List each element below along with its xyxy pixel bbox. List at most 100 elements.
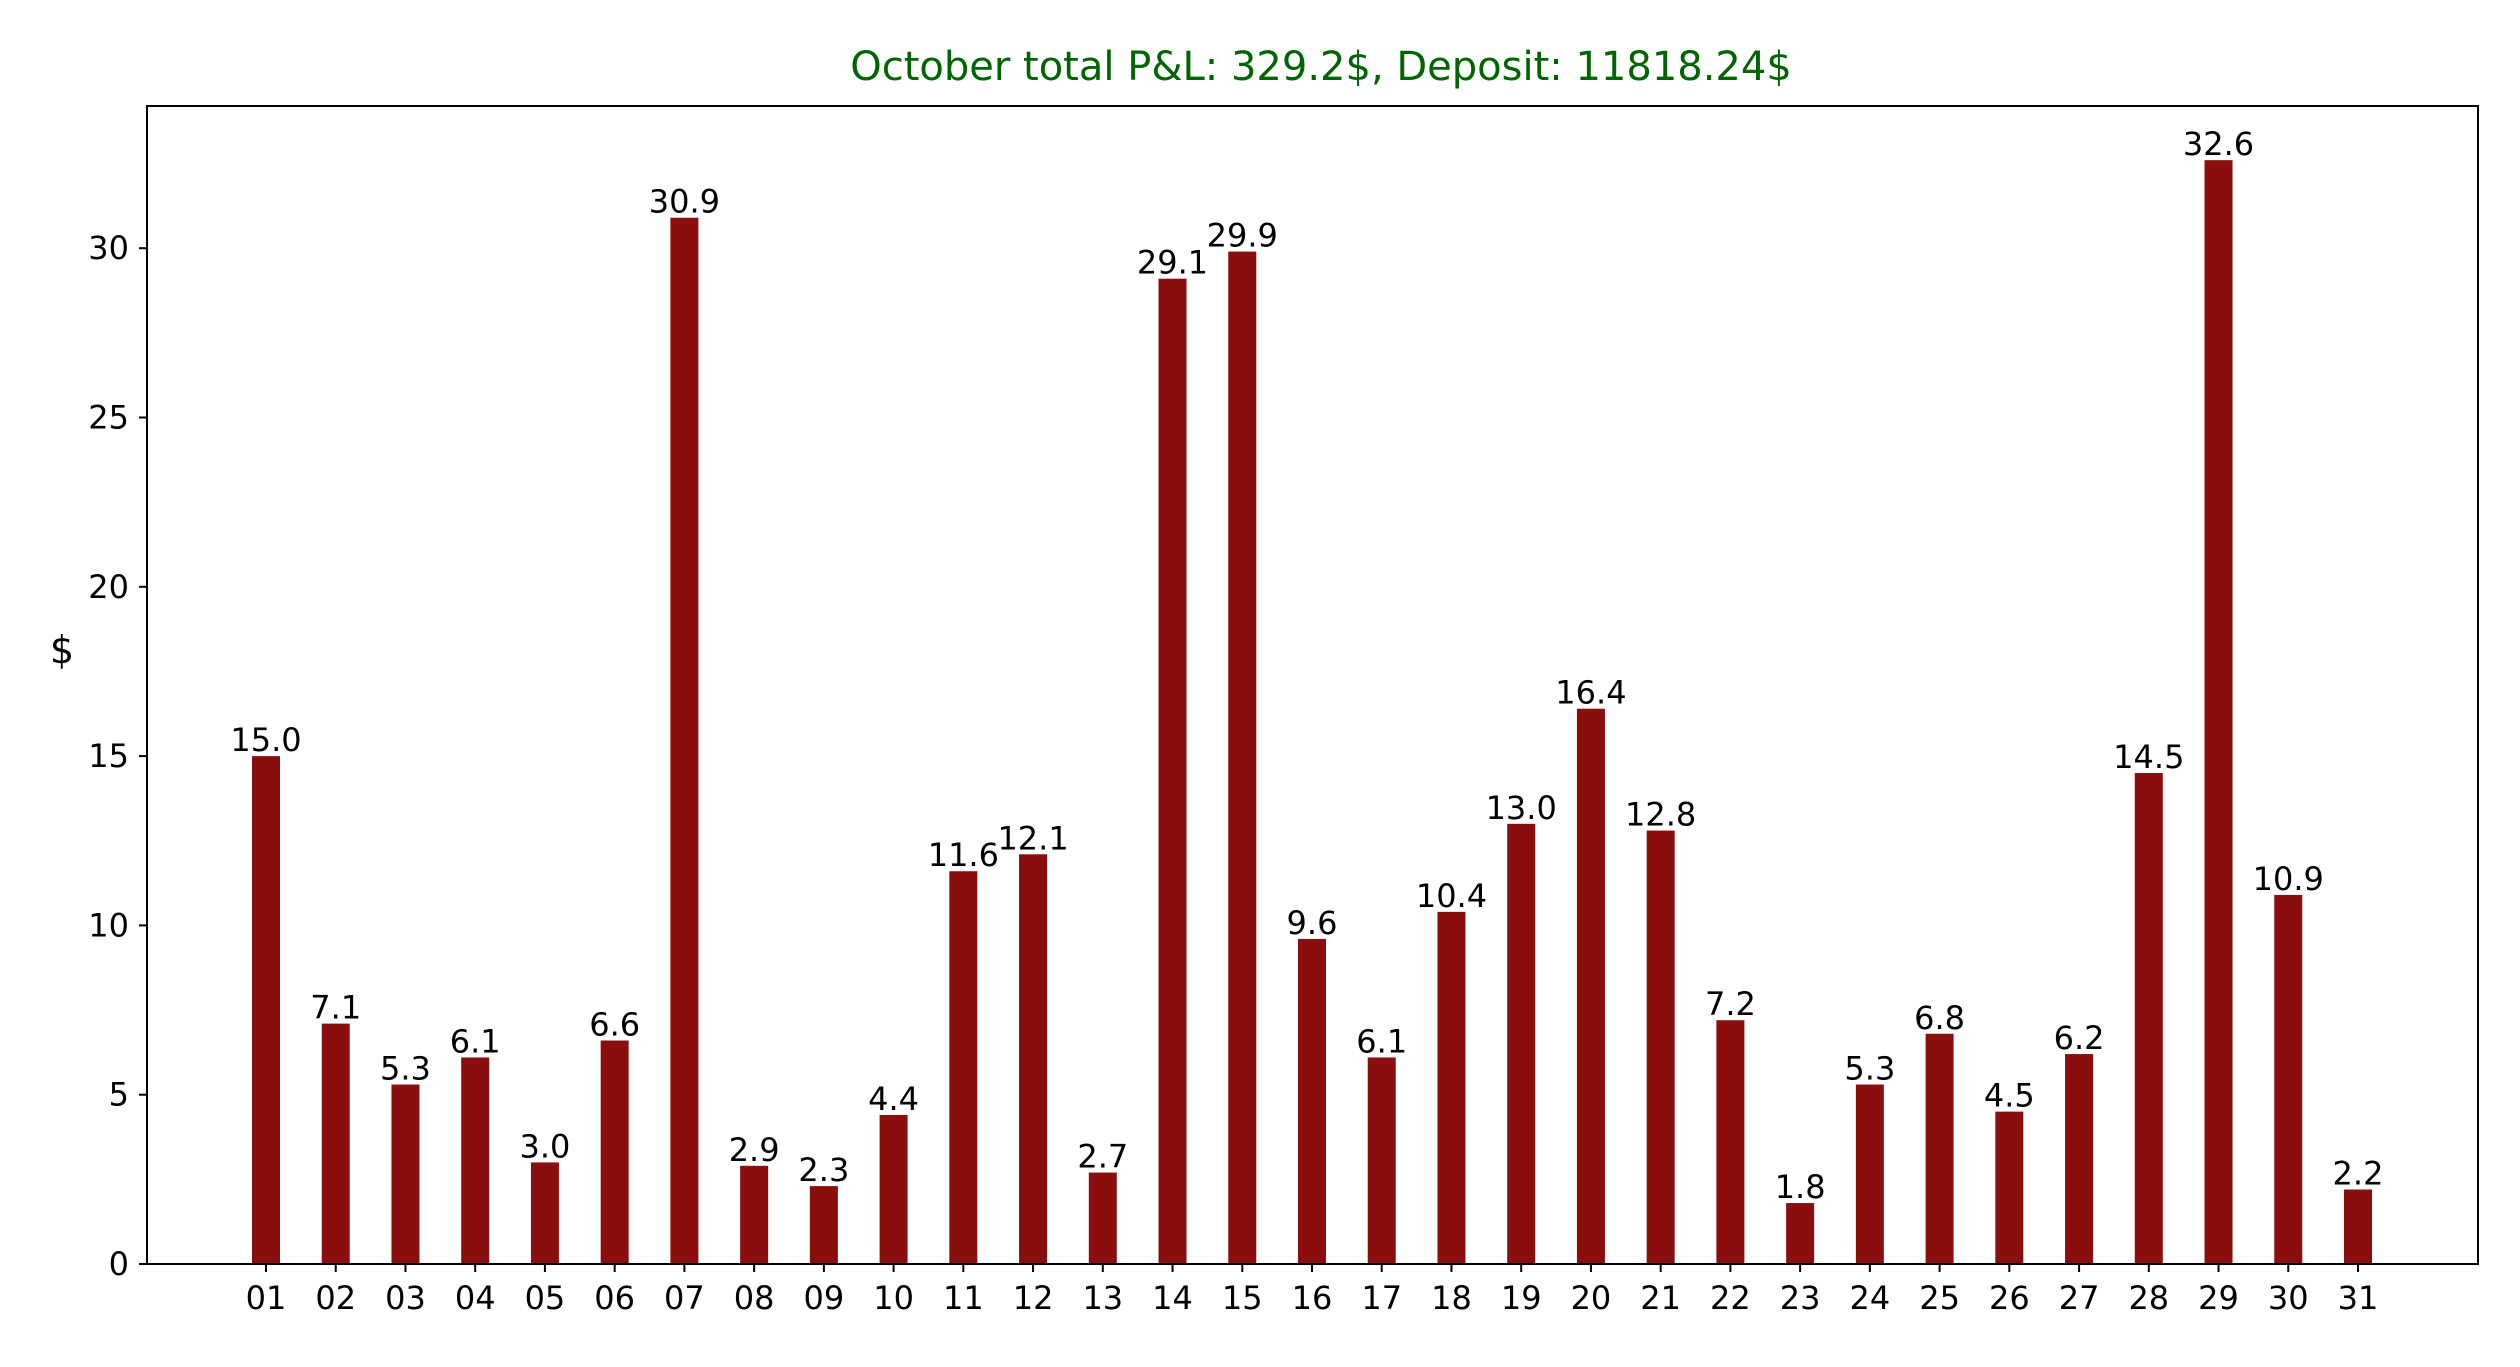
bar-value-label-21: 12.8: [1625, 796, 1696, 834]
x-tick-label-27: 27: [2059, 1279, 2100, 1317]
x-tick-label-16: 16: [1292, 1279, 1333, 1317]
x-tick-label-01: 01: [246, 1279, 287, 1317]
x-tick-label-15: 15: [1222, 1279, 1263, 1317]
bar-27: [2065, 1054, 2094, 1264]
bar-value-label-01: 15.0: [230, 721, 301, 759]
x-tick-label-20: 20: [1571, 1279, 1612, 1317]
y-tick-label-20: 20: [88, 568, 129, 606]
bar-23: [1786, 1203, 1815, 1264]
bar-value-label-23: 1.8: [1775, 1168, 1826, 1206]
bar-06: [600, 1040, 629, 1264]
x-tick-label-26: 26: [1989, 1279, 2030, 1317]
bar-28: [2134, 773, 2163, 1264]
bar-value-label-20: 16.4: [1555, 674, 1626, 712]
bar-30: [2274, 894, 2303, 1264]
bar-value-label-22: 7.2: [1705, 985, 1756, 1023]
bar-29: [2204, 160, 2233, 1265]
bar-01: [252, 756, 280, 1264]
x-tick-label-14: 14: [1152, 1279, 1193, 1317]
bar-16: [1298, 938, 1326, 1264]
bar-09: [809, 1186, 838, 1264]
bar-value-label-16: 9.6: [1287, 904, 1338, 942]
y-tick-label-5: 5: [109, 1076, 129, 1114]
bar-value-label-14: 29.1: [1137, 244, 1208, 282]
x-tick-label-28: 28: [2128, 1279, 2169, 1317]
x-tick-label-21: 21: [1640, 1279, 1681, 1317]
x-tick-label-13: 13: [1082, 1279, 1123, 1317]
y-ticks-layer: 0 5 10 15 20 25 30: [88, 229, 147, 1283]
bar-value-label-08: 2.9: [729, 1131, 780, 1169]
bar-26: [1995, 1111, 2024, 1264]
bar-07: [670, 217, 699, 1265]
bar-22: [1716, 1020, 1745, 1264]
y-tick-label-10: 10: [88, 906, 129, 944]
bar-value-label-07: 30.9: [649, 183, 720, 221]
y-axis-label: $: [50, 628, 74, 672]
y-tick-label-15: 15: [88, 737, 129, 775]
bar-value-label-06: 6.6: [589, 1006, 640, 1044]
x-tick-label-18: 18: [1431, 1279, 1472, 1317]
bar-19: [1507, 823, 1536, 1264]
bar-15: [1228, 251, 1257, 1264]
x-tick-label-17: 17: [1361, 1279, 1402, 1317]
bar-value-label-12: 12.1: [997, 819, 1068, 857]
bar-25: [1925, 1033, 1954, 1264]
x-tick-label-07: 07: [664, 1279, 705, 1317]
bar-05: [530, 1162, 559, 1264]
bar-value-label-17: 6.1: [1356, 1022, 1407, 1060]
bar-labels-layer: 15.0 7.1 5.3 6.1 3.0 6.6 30.9 2.9 2.3 4.4 11.612.1…: [230, 125, 2383, 1206]
bars-layer: [252, 160, 2372, 1265]
bar-14: [1158, 278, 1187, 1264]
bar-value-label-02: 7.1: [310, 989, 361, 1027]
x-tick-label-04: 04: [455, 1279, 496, 1317]
bar-04: [461, 1057, 490, 1264]
bar-12: [1019, 854, 1048, 1264]
x-tick-label-30: 30: [2268, 1279, 2309, 1317]
y-tick-label-30: 30: [88, 229, 129, 267]
bar-value-label-05: 3.0: [519, 1127, 570, 1165]
x-tick-label-23: 23: [1780, 1279, 1821, 1317]
bar-value-label-31: 2.2: [2333, 1155, 2384, 1193]
bar-value-label-11: 11.6: [928, 836, 999, 874]
x-tick-label-02: 02: [315, 1279, 356, 1317]
plot-frame: [146, 105, 2479, 1265]
bar-value-label-15: 29.9: [1207, 217, 1278, 255]
bar-value-label-26: 4.5: [1984, 1077, 2035, 1115]
bar-value-label-03: 5.3: [380, 1050, 431, 1088]
bar-value-label-24: 5.3: [1844, 1050, 1895, 1088]
bar-11: [949, 871, 978, 1264]
bar-value-label-04: 6.1: [450, 1022, 501, 1060]
bar-value-label-13: 2.7: [1077, 1138, 1128, 1176]
bar-value-label-29: 32.6: [2183, 125, 2254, 163]
bar-17: [1367, 1057, 1396, 1264]
x-tick-label-06: 06: [594, 1279, 635, 1317]
x-tick-label-03: 03: [385, 1279, 426, 1317]
x-tick-label-29: 29: [2198, 1279, 2239, 1317]
bar-value-label-18: 10.4: [1416, 877, 1487, 915]
x-tick-label-10: 10: [873, 1279, 914, 1317]
bar-20: [1576, 708, 1605, 1264]
bar-24: [1855, 1084, 1884, 1264]
bar-value-label-28: 14.5: [2113, 738, 2184, 776]
bar-value-label-10: 4.4: [868, 1080, 919, 1118]
bar-13: [1088, 1172, 1117, 1264]
bar-value-label-09: 2.3: [798, 1151, 849, 1189]
y-tick-label-0: 0: [109, 1245, 129, 1283]
y-tick-label-25: 25: [88, 399, 129, 437]
bar-value-label-27: 6.2: [2054, 1019, 2105, 1057]
x-tick-label-12: 12: [1013, 1279, 1054, 1317]
bar-value-label-25: 6.8: [1914, 999, 1965, 1037]
bar-18: [1437, 911, 1466, 1264]
bar-value-label-19: 13.0: [1486, 789, 1557, 827]
bar-03: [391, 1084, 420, 1264]
x-tick-label-25: 25: [1919, 1279, 1960, 1317]
bar-10: [879, 1115, 908, 1264]
x-tick-label-11: 11: [943, 1279, 984, 1317]
bar-08: [740, 1165, 769, 1264]
chart-title: October total P&L: 329.2$, Deposit: 1181…: [850, 44, 1792, 90]
bar-value-label-30: 10.9: [2253, 860, 2324, 898]
x-tick-label-19: 19: [1501, 1279, 1542, 1317]
x-ticks-layer: 01 02 03 04 05 06 07 08 09 10 11 12 13 14 15 16 17 18 19 20…: [246, 1264, 2378, 1317]
